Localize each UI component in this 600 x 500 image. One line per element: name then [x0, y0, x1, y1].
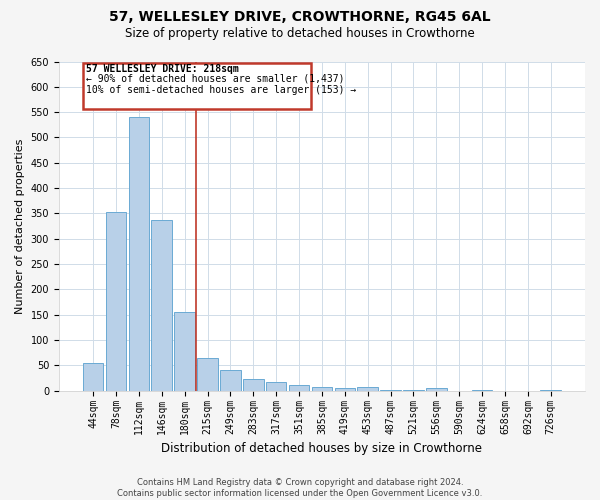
Bar	[289, 384, 310, 391]
Bar	[175, 312, 195, 391]
Bar	[83, 363, 103, 391]
Text: 10% of semi-detached houses are larger (153) →: 10% of semi-detached houses are larger (…	[86, 85, 356, 95]
X-axis label: Distribution of detached houses by size in Crowthorne: Distribution of detached houses by size …	[161, 442, 482, 455]
Y-axis label: Number of detached properties: Number of detached properties	[15, 138, 25, 314]
Bar	[243, 379, 263, 391]
Text: Size of property relative to detached houses in Crowthorne: Size of property relative to detached ho…	[125, 28, 475, 40]
Bar	[335, 388, 355, 391]
Bar	[426, 388, 446, 391]
Bar	[358, 386, 378, 391]
Bar	[220, 370, 241, 391]
Bar	[541, 390, 561, 391]
Bar	[380, 390, 401, 391]
Text: 57 WELLESLEY DRIVE: 218sqm: 57 WELLESLEY DRIVE: 218sqm	[86, 64, 239, 74]
Bar	[106, 212, 126, 391]
Text: ← 90% of detached houses are smaller (1,437): ← 90% of detached houses are smaller (1,…	[86, 74, 345, 84]
Bar	[197, 358, 218, 391]
Bar	[83, 62, 311, 109]
Bar	[403, 390, 424, 391]
Bar	[472, 390, 493, 391]
Bar	[128, 117, 149, 391]
Text: Contains HM Land Registry data © Crown copyright and database right 2024.
Contai: Contains HM Land Registry data © Crown c…	[118, 478, 482, 498]
Bar	[311, 387, 332, 391]
Text: 57, WELLESLEY DRIVE, CROWTHORNE, RG45 6AL: 57, WELLESLEY DRIVE, CROWTHORNE, RG45 6A…	[109, 10, 491, 24]
Bar	[266, 382, 286, 391]
Bar	[151, 220, 172, 391]
